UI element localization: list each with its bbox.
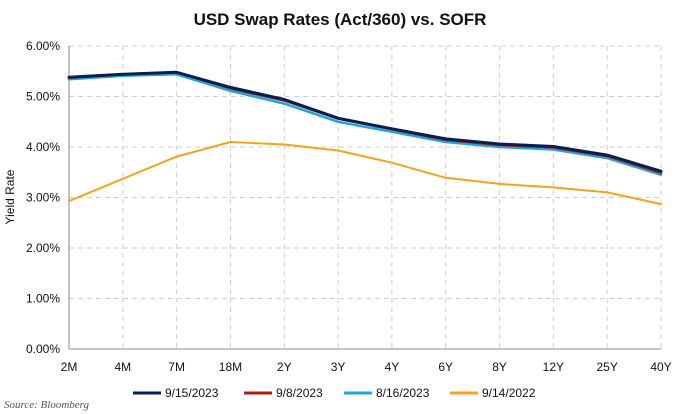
x-tick-label: 25Y	[597, 360, 618, 374]
legend-label: 9/15/2023	[165, 386, 219, 400]
y-tick-label: 0.00%	[26, 342, 60, 356]
axes	[68, 46, 661, 350]
y-tick-label: 3.00%	[26, 191, 60, 205]
chart-title: USD Swap Rates (Act/360) vs. SOFR	[194, 10, 487, 29]
y-tick-label: 5.00%	[26, 90, 60, 104]
x-tick-label: 8Y	[492, 360, 507, 374]
y-tick-label: 1.00%	[26, 292, 60, 306]
x-tick-label: 4M	[114, 360, 131, 374]
y-tick-label: 6.00%	[26, 39, 60, 53]
gridlines	[69, 45, 662, 349]
x-tick-label: 4Y	[385, 360, 400, 374]
series-line-8-16-2023	[67, 73, 663, 177]
source-note: Source: Bloomberg	[4, 399, 90, 411]
y-axis-title: Yield Rate	[3, 169, 17, 224]
x-axis-tick-labels: 2M 4M 7M 18M 2Y 3Y 4Y 6Y 8Y 12Y 25Y 40Y	[61, 360, 672, 374]
series-line-9-14-2022	[68, 141, 662, 206]
x-tick-label: 6Y	[438, 360, 453, 374]
y-tick-label: 2.00%	[26, 241, 60, 255]
x-tick-label: 7M	[168, 360, 185, 374]
series-line-9-15-2023	[67, 70, 663, 173]
y-axis-tick-labels: 0.00% 1.00% 2.00% 3.00% 4.00% 5.00% 6.00%	[26, 39, 60, 356]
x-tick-label: 3Y	[331, 360, 346, 374]
legend-label: 8/16/2023	[376, 386, 430, 400]
legend-label: 9/14/2022	[482, 386, 536, 400]
legend: 9/15/2023 9/8/2023 8/16/2023 9/14/2022	[133, 386, 536, 400]
x-tick-label: 2Y	[277, 360, 292, 374]
legend-label: 9/8/2023	[276, 386, 323, 400]
y-tick-label: 4.00%	[26, 140, 60, 154]
series-lines	[67, 70, 663, 206]
x-tick-label: 18M	[219, 360, 242, 374]
x-tick-label: 40Y	[650, 360, 671, 374]
x-tick-label: 2M	[61, 360, 78, 374]
x-tick-label: 12Y	[543, 360, 564, 374]
